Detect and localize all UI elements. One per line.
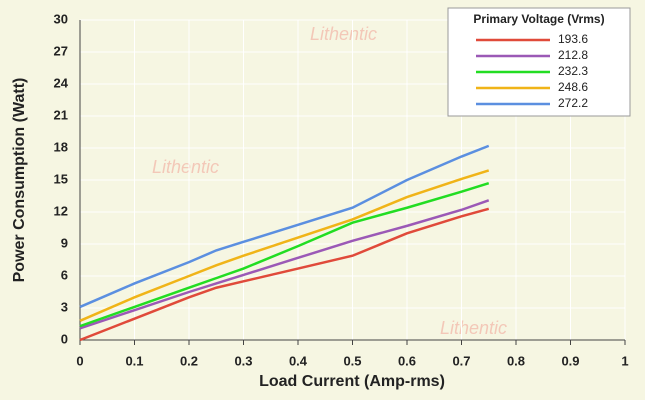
line-series — [79, 207, 490, 342]
y-tick-label: 9 — [61, 235, 68, 250]
x-tick-label: 0.5 — [343, 353, 361, 368]
y-tick-label: 21 — [54, 107, 68, 122]
line-series — [79, 182, 490, 328]
x-tick-label: 0.9 — [561, 353, 579, 368]
line-series — [79, 169, 490, 322]
x-tick-label: 1 — [621, 353, 628, 368]
y-tick-label: 12 — [54, 203, 68, 218]
legend-label: 193.6 — [558, 32, 588, 46]
watermark: Lithentic — [440, 318, 507, 338]
y-tick-label: 24 — [54, 75, 69, 90]
x-tick-label: 0.3 — [234, 353, 252, 368]
x-tick-label: 0.7 — [452, 353, 470, 368]
y-tick-label: 0 — [61, 331, 68, 346]
x-tick-label: 0.1 — [125, 353, 143, 368]
x-tick-label: 0.8 — [507, 353, 525, 368]
y-tick-label: 18 — [54, 139, 68, 154]
y-tick-label: 6 — [61, 267, 68, 282]
x-axis-label: Load Current (Amp-rms) — [259, 373, 445, 390]
y-tick-label: 30 — [54, 11, 68, 26]
legend-title: Primary Voltage (Vrms) — [473, 12, 604, 26]
x-tick-label: 0.2 — [180, 353, 198, 368]
legend-label: 272.2 — [558, 96, 588, 110]
y-tick-label: 27 — [54, 43, 68, 58]
line-series — [79, 144, 490, 309]
legend-label: 248.6 — [558, 80, 588, 94]
x-tick-label: 0.4 — [289, 353, 308, 368]
x-tick-label: 0 — [76, 353, 83, 368]
legend-box — [447, 7, 631, 117]
y-tick-label: 15 — [54, 171, 68, 186]
legend-label: 212.8 — [558, 48, 588, 62]
y-tick-label: 3 — [61, 299, 68, 314]
legend-label: 232.3 — [558, 64, 588, 78]
watermark: Lithentic — [152, 157, 219, 177]
line-series — [79, 199, 490, 330]
y-axis-label: Power Consumption (Watt) — [11, 78, 28, 283]
x-tick-label: 0.6 — [398, 353, 416, 368]
watermark: Lithentic — [310, 24, 377, 44]
